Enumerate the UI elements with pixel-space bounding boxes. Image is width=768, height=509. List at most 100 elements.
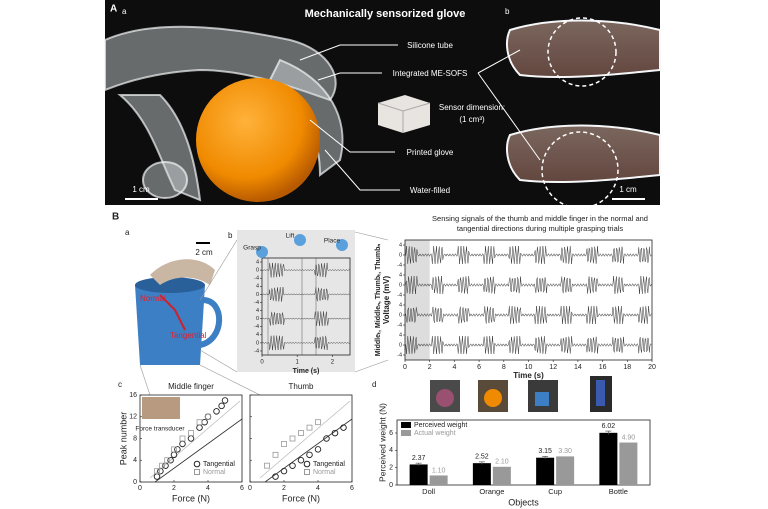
x-tick-label: 16: [599, 364, 607, 371]
subpanel-label: c: [118, 380, 122, 389]
x-tick-label: 4: [452, 364, 456, 371]
data-point: [213, 408, 220, 415]
y-tick-label: 4: [399, 272, 402, 278]
data-point: [162, 462, 169, 469]
x-tick-label: 6: [477, 364, 481, 371]
x-tick-label: Doll: [422, 487, 435, 496]
phase-label: Place: [324, 238, 341, 245]
y-tick-label: 12: [129, 414, 137, 421]
highlight-circle: [547, 17, 617, 87]
x-tick-label: 0: [138, 485, 142, 492]
connector-lines: [139, 231, 389, 396]
phase-icon: [336, 239, 348, 251]
callout: (1 cm³): [459, 115, 485, 124]
callout: Water-filled: [410, 186, 450, 195]
callout: Integrated ME-SOFS: [393, 69, 468, 78]
x-tick-label: Cup: [548, 487, 562, 496]
y-tick-label: 4: [256, 284, 259, 290]
value-label: 2.10: [495, 459, 509, 466]
mug-photo: [135, 259, 223, 365]
legend-marker: [401, 422, 411, 428]
data-point: [187, 435, 195, 442]
data-point: [196, 419, 203, 426]
y-tick-label: 8: [133, 435, 137, 442]
x-tick-label: 2: [172, 485, 176, 492]
x-axis-label: Force (N): [282, 493, 320, 503]
legend-marker: [303, 460, 311, 468]
y-axis-label: Perceived weight (N): [377, 403, 387, 482]
panel-title: Mechanically sensorized glove: [305, 8, 466, 20]
callout: Sensor dimension:: [439, 103, 505, 112]
data-point: [154, 468, 160, 475]
object-photos: [430, 376, 612, 412]
data-point: [179, 435, 186, 442]
legend-label: Tangential: [203, 461, 235, 468]
data-point: [289, 435, 296, 442]
inset-label: Force transducer: [135, 426, 185, 433]
data-point: [188, 430, 194, 436]
y-tick-label: -4: [254, 324, 259, 330]
x-tick-label: 14: [574, 364, 582, 371]
direction-label: Tangential: [170, 331, 207, 340]
data-point: [167, 457, 174, 464]
phase-label: Grasp: [243, 245, 261, 252]
data-point: [170, 451, 178, 459]
data-point: [298, 430, 304, 436]
bar: [429, 475, 448, 485]
y-tick-label: 16: [129, 392, 137, 399]
panel-label: A: [110, 4, 117, 15]
x-tick-label: Bottle: [609, 487, 628, 496]
value-label: 2.52: [475, 454, 489, 461]
x-tick-label: 8: [502, 364, 506, 371]
y-tick-label: 0: [399, 342, 402, 348]
plot-frame: [261, 257, 351, 356]
x-tick-label: 18: [623, 364, 631, 371]
x-tick-label: 4: [316, 485, 320, 492]
data-point: [204, 413, 212, 421]
bar: [472, 463, 491, 485]
data-point: [331, 429, 339, 437]
bar: [599, 432, 618, 485]
subpanel-label: b: [505, 7, 510, 16]
signal-trace: [404, 305, 652, 325]
orange: [196, 78, 320, 202]
data-point: [314, 446, 322, 453]
x-tick-label: 1: [296, 360, 300, 366]
y-tick-label: 4: [399, 242, 402, 248]
signal-trace: [404, 335, 652, 355]
data-point: [264, 462, 270, 469]
legend-label: Normal: [203, 469, 226, 476]
x-tick-label: 0: [248, 485, 252, 492]
fit-line: [154, 418, 243, 483]
x-tick-label: 4: [206, 485, 210, 492]
data-point: [289, 462, 296, 469]
x-axis-label: Objects: [508, 497, 539, 507]
data-point: [164, 457, 171, 464]
legend-marker: [194, 469, 200, 475]
x-tick-label: 0: [403, 364, 407, 371]
y-tick-label: 4: [389, 447, 393, 454]
bar: [492, 466, 511, 485]
signal-trace: [261, 287, 350, 302]
y-tick-label: 0: [389, 482, 393, 489]
x-tick-label: 12: [549, 364, 557, 371]
data-point: [218, 402, 225, 410]
x-axis-label: Force (N): [172, 493, 210, 503]
x-tick-label: 2: [428, 364, 432, 371]
signal-trace: [404, 245, 652, 265]
data-point: [281, 441, 287, 447]
data-point: [201, 418, 208, 426]
legend-marker: [304, 469, 310, 475]
data-point: [297, 457, 305, 464]
x-axis-label: Time (s): [293, 368, 320, 375]
value-label: 1.10: [432, 467, 446, 474]
legend-label: Perceived weight: [414, 422, 467, 429]
legend-label: Actual weight: [414, 430, 456, 437]
legend-label: Normal: [313, 469, 336, 476]
callout: Silicone tube: [407, 41, 453, 50]
chart-title: Sensing signals of the thumb and middle …: [432, 214, 648, 233]
inset-photo: [142, 397, 180, 419]
signal-trace: [261, 311, 350, 326]
subpanel-label: b: [228, 231, 233, 240]
y-tick-label: 2: [389, 465, 393, 472]
